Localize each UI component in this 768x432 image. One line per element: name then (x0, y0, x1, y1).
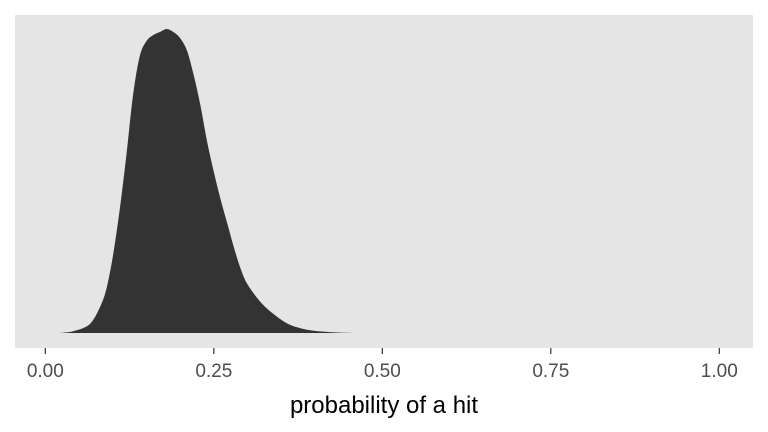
x-tick-label: 1.00 (701, 361, 738, 382)
x-tick-label: 0.75 (532, 361, 569, 382)
x-tick-label: 0.00 (27, 361, 64, 382)
x-axis: 0.00 0.25 0.50 0.75 1.00 (27, 348, 738, 382)
x-axis-title: probability of a hit (290, 392, 478, 419)
x-tick-label: 0.25 (195, 361, 232, 382)
x-tick-label: 0.50 (364, 361, 401, 382)
density-area (58, 29, 356, 333)
